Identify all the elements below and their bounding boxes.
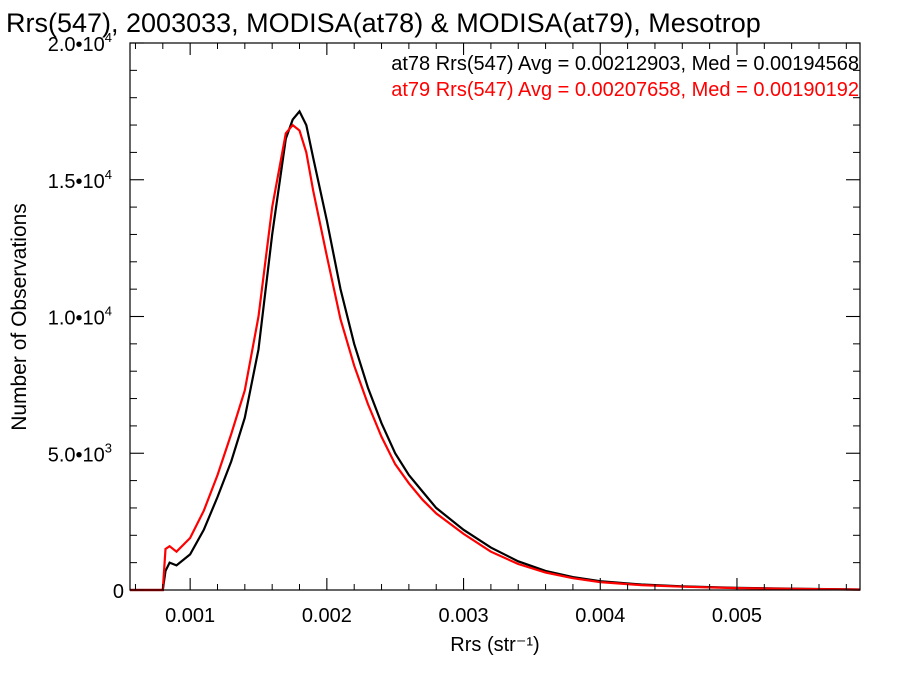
y-tick-label-base: 2.0•10 [48,34,105,56]
y-tick-label: 1.0•104 [48,304,112,330]
y-tick-label-base: 0 [113,581,124,603]
series-line-at78 [130,109,861,592]
y-tick-label: 2.0•104 [48,30,112,56]
y-tick-label: 5.0•103 [48,440,112,466]
x-tick-label: 0.005 [712,605,762,627]
y-tick-label-exponent: 4 [105,167,112,182]
plot-frame [129,42,861,591]
y-tick-label: 1.5•104 [48,167,112,193]
y-tick-label-base: 1.5•10 [48,171,105,193]
x-tick-label: 0.004 [575,605,625,627]
y-tick-label: 0 [113,581,124,603]
series-stats-at78: at78 Rrs(547) Avg = 0.00212903, Med = 0.… [391,53,859,75]
series-stats-at79: at79 Rrs(547) Avg = 0.00207658, Med = 0.… [391,79,859,101]
x-axis-label: Rrs (str⁻¹) [450,634,539,656]
y-axis-label: Number of Observations [8,203,31,431]
axes-layer: 0.001 0.002 0.003 0.004 0.00505.0•1031.0•104… [48,30,860,627]
y-tick-label-base: 5.0•10 [48,444,105,466]
chart-title: Rrs(547), 2003033, MODISA(at78) & MODISA… [6,8,761,38]
series-layer [130,109,861,592]
x-tick-label: 0.003 [439,605,489,627]
series-line-at79 [130,123,861,592]
y-tick-label-exponent: 4 [105,304,112,319]
x-tick-label: 0.001 [165,605,215,627]
y-tick-label-exponent: 3 [105,440,112,455]
y-tick-label-base: 1.0•10 [48,308,105,330]
x-tick-label: 0.002 [302,605,352,627]
y-tick-label-exponent: 4 [105,30,112,45]
